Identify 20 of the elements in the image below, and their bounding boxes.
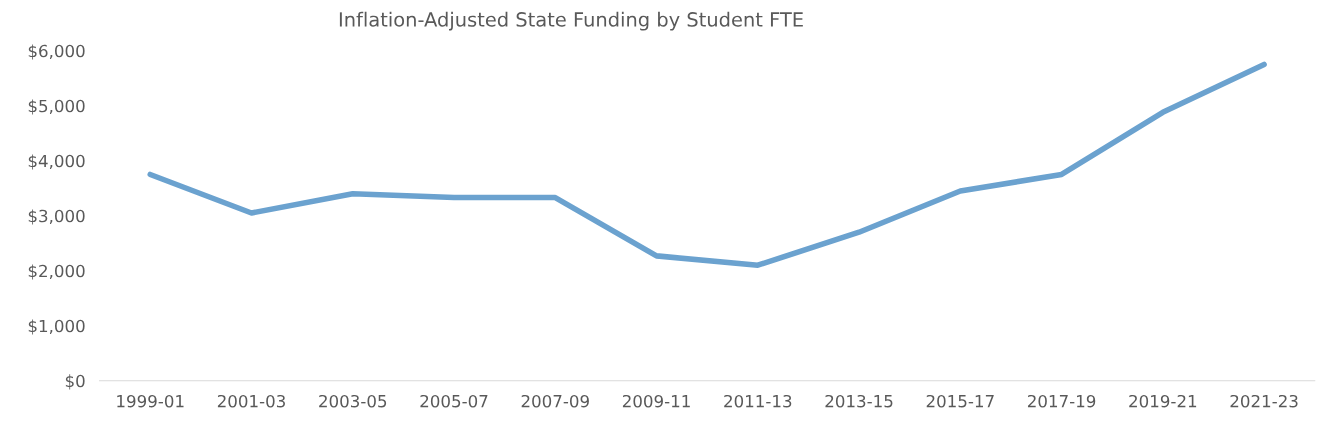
x-tick-label: 2013-15 xyxy=(825,394,893,408)
x-tick-label: 2001-03 xyxy=(217,394,285,408)
y-tick-label: $0 xyxy=(65,374,85,390)
x-tick-label: 2021-23 xyxy=(1230,394,1298,408)
x-tick-label: 2009-11 xyxy=(622,394,690,408)
x-tick-label: 2017-19 xyxy=(1027,394,1096,408)
x-tick-label: 2015-17 xyxy=(926,394,994,408)
y-tick-label: $3,000 xyxy=(28,209,85,225)
x-tick-label: 2007-09 xyxy=(521,394,589,408)
x-tick-label: 2005-07 xyxy=(420,394,488,408)
x-tick-label: 2011-13 xyxy=(724,394,792,408)
y-tick-label: $4,000 xyxy=(28,154,85,170)
y-tick-label: $5,000 xyxy=(28,99,85,115)
y-tick-label: $1,000 xyxy=(28,319,85,335)
x-tick-label: 1999-01 xyxy=(117,394,184,408)
chart-title: Inflation-Adjusted State Funding by Student FTE xyxy=(339,11,803,31)
y-tick-label: $6,000 xyxy=(28,44,85,60)
x-tick-label: 2003-05 xyxy=(319,394,387,408)
x-tick-label: 2019-21 xyxy=(1129,394,1197,408)
y-tick-label: $2,000 xyxy=(28,264,85,280)
